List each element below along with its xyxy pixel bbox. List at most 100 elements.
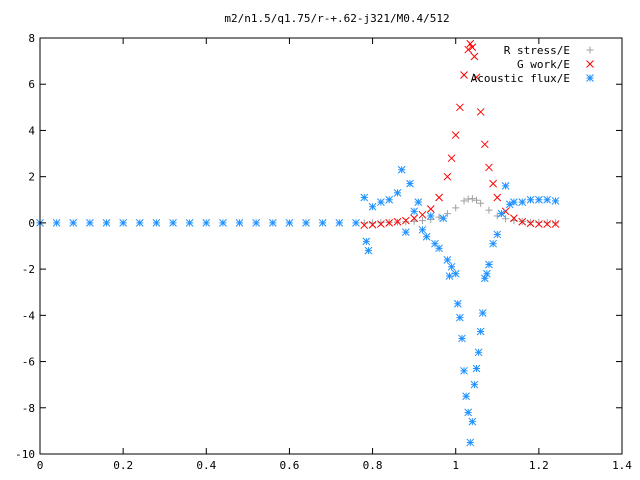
data-point <box>464 45 473 54</box>
data-point <box>135 219 144 227</box>
data-point <box>473 196 480 204</box>
data-point <box>526 219 535 228</box>
data-point <box>385 219 394 227</box>
data-point <box>527 218 535 226</box>
data-point <box>435 193 443 202</box>
data-point <box>364 246 373 255</box>
data-point <box>526 195 535 204</box>
data-point <box>102 219 111 227</box>
legend-label: R stress/E <box>504 44 570 57</box>
legend-marker <box>586 74 594 82</box>
data-point <box>443 210 451 218</box>
x-tick-label: 0 <box>37 459 44 472</box>
data-point <box>493 230 502 239</box>
data-point <box>483 269 491 278</box>
data-point <box>169 219 177 227</box>
data-point <box>551 220 560 228</box>
y-tick-label: 8 <box>28 32 35 45</box>
data-point <box>458 334 466 343</box>
data-point <box>418 217 426 225</box>
data-point <box>510 198 518 206</box>
data-point <box>472 364 481 373</box>
data-point <box>474 348 483 357</box>
data-point <box>393 217 402 226</box>
legend-marker <box>586 46 594 54</box>
data-point <box>377 198 385 206</box>
data-point <box>360 193 369 202</box>
y-tick-label: 2 <box>28 171 35 184</box>
y-tick-label: -10 <box>15 448 35 461</box>
data-point <box>535 195 543 204</box>
y-tick-label: 6 <box>28 78 35 91</box>
data-point <box>478 309 487 317</box>
data-point <box>418 225 427 234</box>
legend-label: G work/E <box>517 58 570 71</box>
data-point <box>119 219 127 227</box>
x-tick-label: 0.2 <box>113 459 133 472</box>
data-point <box>493 193 502 202</box>
data-point <box>410 207 418 216</box>
data-point <box>302 219 310 227</box>
data-point <box>362 237 371 246</box>
data-point <box>252 219 261 227</box>
data-point <box>460 71 468 79</box>
data-point <box>397 165 406 174</box>
data-point <box>460 197 468 205</box>
data-point <box>462 392 470 401</box>
data-point <box>502 215 510 223</box>
data-point <box>402 218 410 226</box>
y-tick-label: 4 <box>28 124 35 137</box>
data-point <box>393 188 402 197</box>
axis-ticks: 0 0.2 0.4 0.6 0.8 1 1.2 1.4 8 6 4 2 0 -2 -4 -6 -8 -10 <box>15 32 632 472</box>
data-point <box>352 219 360 227</box>
y-tick-label: -2 <box>22 263 35 276</box>
data-point <box>453 299 462 308</box>
data-point <box>426 205 435 213</box>
data-point <box>489 179 497 188</box>
data-point <box>152 219 161 227</box>
data-point <box>543 219 551 227</box>
y-tick-label: -4 <box>22 309 36 322</box>
data-point <box>422 232 431 241</box>
x-tick-label: 1.2 <box>529 459 549 472</box>
data-point <box>451 269 460 278</box>
data-point <box>318 219 327 227</box>
data-point <box>202 219 211 227</box>
series-1 <box>360 195 559 227</box>
data-point <box>377 219 385 227</box>
data-point <box>466 438 475 447</box>
data-point <box>385 195 394 204</box>
data-point <box>435 244 443 253</box>
data-point <box>551 197 560 205</box>
data-point <box>456 103 464 112</box>
data-point <box>468 195 476 203</box>
data-point <box>335 219 344 227</box>
data-point <box>401 228 410 236</box>
data-point <box>69 219 78 227</box>
data-point <box>501 182 510 190</box>
x-tick-label: 1 <box>452 459 459 472</box>
data-point <box>447 154 456 163</box>
data-point <box>418 210 427 219</box>
x-tick-label: 1.4 <box>612 459 632 472</box>
data-point <box>414 198 423 206</box>
data-point <box>426 212 435 220</box>
data-point <box>497 209 506 218</box>
data-point <box>464 408 473 417</box>
data-point <box>219 219 227 227</box>
data-point <box>443 172 452 181</box>
legend-label: Acoustic flux/E <box>471 72 570 85</box>
chart-title: m2/n1.5/q1.75/r-+.62-j321/M0.4/512 <box>224 12 449 25</box>
data-point <box>185 219 194 227</box>
y-tick-label: -8 <box>22 402 35 415</box>
data-point <box>235 219 244 227</box>
data-point <box>518 217 527 226</box>
legend-marker <box>586 60 594 68</box>
data-point <box>472 73 481 82</box>
data-point <box>470 380 479 389</box>
plot-frame <box>39 37 623 455</box>
x-tick-label: 0.6 <box>279 459 299 472</box>
data-point <box>551 219 559 227</box>
